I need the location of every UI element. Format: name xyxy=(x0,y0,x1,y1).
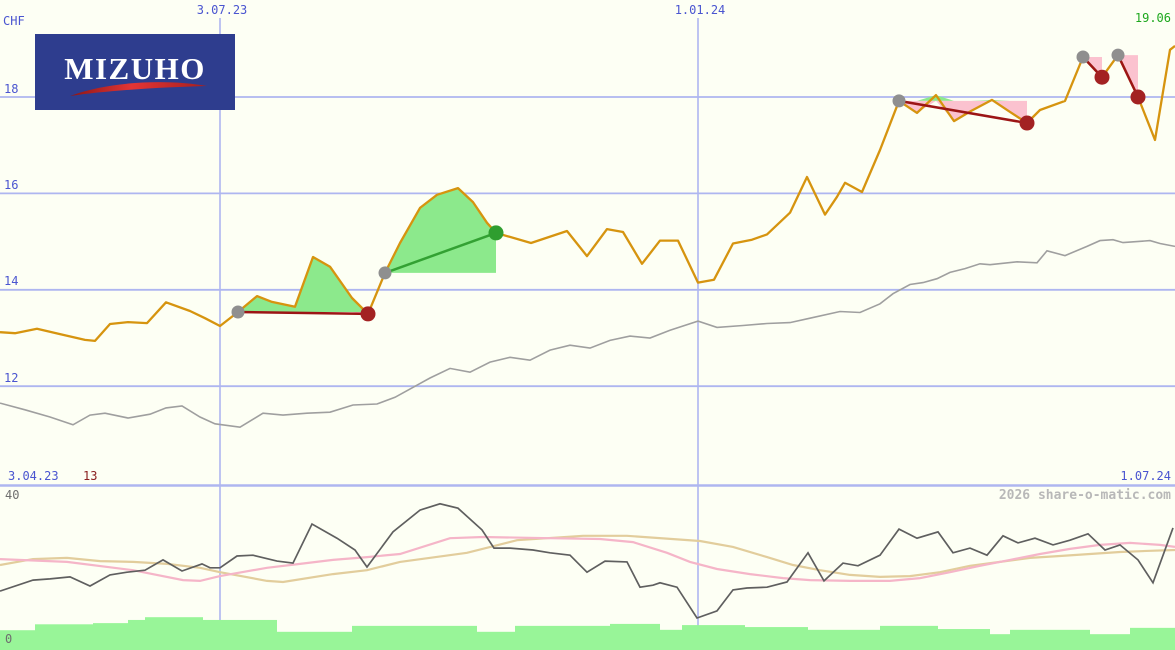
volume-bar xyxy=(277,631,352,650)
y-tick-12: 12 xyxy=(4,371,19,385)
x-tick-bottom-start: 3.04.23 xyxy=(8,469,59,483)
volume-bar xyxy=(477,631,515,650)
trade-line xyxy=(384,231,497,275)
volume-bar xyxy=(203,619,277,650)
volume-bar xyxy=(745,627,808,650)
mizuho-logo-art: MIZUHO xyxy=(64,51,207,96)
mizuho-logo: MIZUHO xyxy=(35,34,235,110)
volume-bar xyxy=(990,634,1010,650)
volume-bar xyxy=(128,619,145,650)
trade-entry-dot xyxy=(1076,50,1090,64)
logo-swoosh-icon xyxy=(70,82,207,96)
trade-entry-dot xyxy=(1111,48,1125,62)
volume-bar xyxy=(682,625,745,650)
volume-bar xyxy=(352,625,477,650)
watermark: 2026 share-o-matic.com xyxy=(998,488,1171,503)
trade-fill-pink xyxy=(238,311,368,314)
trade-exit-dot xyxy=(1130,89,1146,105)
volume-bar xyxy=(880,625,938,650)
volume-bar xyxy=(938,629,990,650)
volume-bar xyxy=(515,625,610,650)
trade-exit-dot xyxy=(488,225,504,241)
trade-entry-dot xyxy=(231,305,245,319)
volume-bar xyxy=(610,623,660,650)
lower-scale-min: 0 xyxy=(5,632,13,646)
volume-bar xyxy=(1010,629,1090,650)
trade-line xyxy=(898,99,1028,125)
y-tick-16: 16 xyxy=(4,178,19,192)
volume-bar xyxy=(0,630,35,650)
volume-bar xyxy=(1090,634,1130,650)
x-tick-top-2: 1.01.24 xyxy=(674,3,726,17)
volume-bar xyxy=(35,624,93,650)
trade-fill-green xyxy=(238,257,368,312)
lower-scale-max: 40 xyxy=(5,488,20,502)
trade-fill-green xyxy=(899,95,1027,101)
volume-bar xyxy=(660,629,682,650)
volume-bar xyxy=(145,617,203,650)
indicator-line-gray xyxy=(0,502,1174,620)
y-tick-14: 14 xyxy=(4,274,19,288)
trade-line xyxy=(237,310,369,316)
currency-label: CHF xyxy=(3,14,25,28)
last-price-label: 19.06 xyxy=(1134,11,1171,25)
x-tick-bottom-end: 1.07.24 xyxy=(1120,469,1171,483)
trade-entry-dot xyxy=(892,94,906,108)
trade-exit-dot xyxy=(360,306,376,322)
indicator-line-tan xyxy=(0,534,1175,584)
trade-exit-dot xyxy=(1019,115,1035,131)
trade-line xyxy=(1116,54,1140,98)
trade-exit-dot xyxy=(1094,69,1110,85)
bottom-value-label: 13 xyxy=(83,469,98,483)
trade-fill-green xyxy=(385,188,496,273)
indicator-line-pink xyxy=(0,535,1175,583)
trade-entry-dot xyxy=(378,266,392,280)
price-line xyxy=(0,44,1175,343)
mizuho-logo-text: MIZUHO xyxy=(64,51,206,86)
volume-bar xyxy=(1130,627,1175,650)
x-tick-top-1: 3.07.23 xyxy=(196,3,248,17)
volume-bar xyxy=(808,629,880,650)
comparison-line xyxy=(0,238,1175,429)
volume-bar xyxy=(93,623,128,650)
y-tick-18: 18 xyxy=(4,82,19,96)
